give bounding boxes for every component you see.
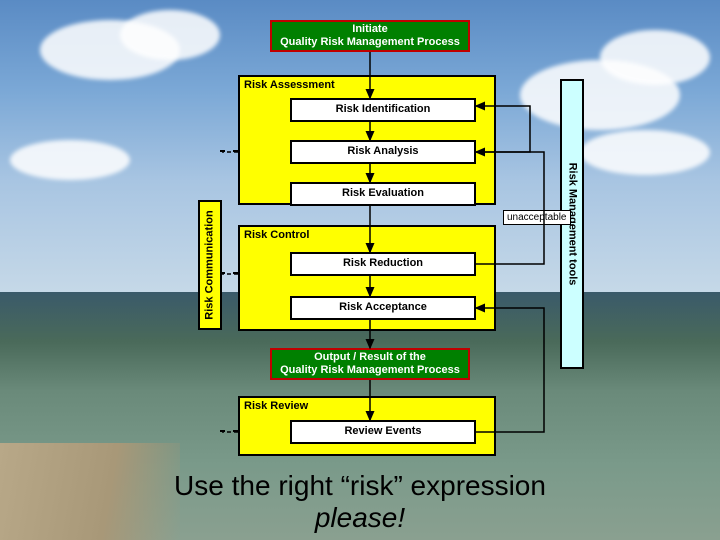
caption-line1: Use the right “risk” expression [0, 470, 720, 502]
review-events-box: Review Events [290, 420, 476, 444]
assessment-identification-box: Risk Identification [290, 98, 476, 122]
dash-indicator [220, 430, 238, 432]
assessment-analysis-box: Risk Analysis [290, 140, 476, 164]
control-acceptance-box: Risk Acceptance [290, 296, 476, 320]
initiate-box: Initiate Quality Risk Management Process [270, 20, 470, 52]
diagram: Initiate Quality Risk Management Process… [0, 0, 720, 540]
risk-communication-label: Risk Communication [204, 210, 216, 319]
initiate-line2: Quality Risk Management Process [280, 36, 460, 49]
unacceptable-label: unacceptable [503, 210, 571, 225]
dash-indicator [220, 150, 238, 152]
assessment-evaluation-box: Risk Evaluation [290, 182, 476, 206]
output-box: Output / Result of the Quality Risk Mana… [270, 348, 470, 380]
dash-indicator [220, 272, 238, 274]
control-reduction-box: Risk Reduction [290, 252, 476, 276]
output-line2: Quality Risk Management Process [280, 364, 460, 377]
risk-communication-bar: Risk Communication [198, 200, 222, 330]
control-label: Risk Control [244, 229, 309, 241]
review-label: Risk Review [244, 400, 308, 412]
caption: Use the right “risk” expression please! [0, 470, 720, 534]
initiate-line1: Initiate [280, 23, 460, 36]
caption-line2: please! [0, 502, 720, 534]
assessment-label: Risk Assessment [244, 79, 335, 91]
output-line1: Output / Result of the [280, 351, 460, 364]
